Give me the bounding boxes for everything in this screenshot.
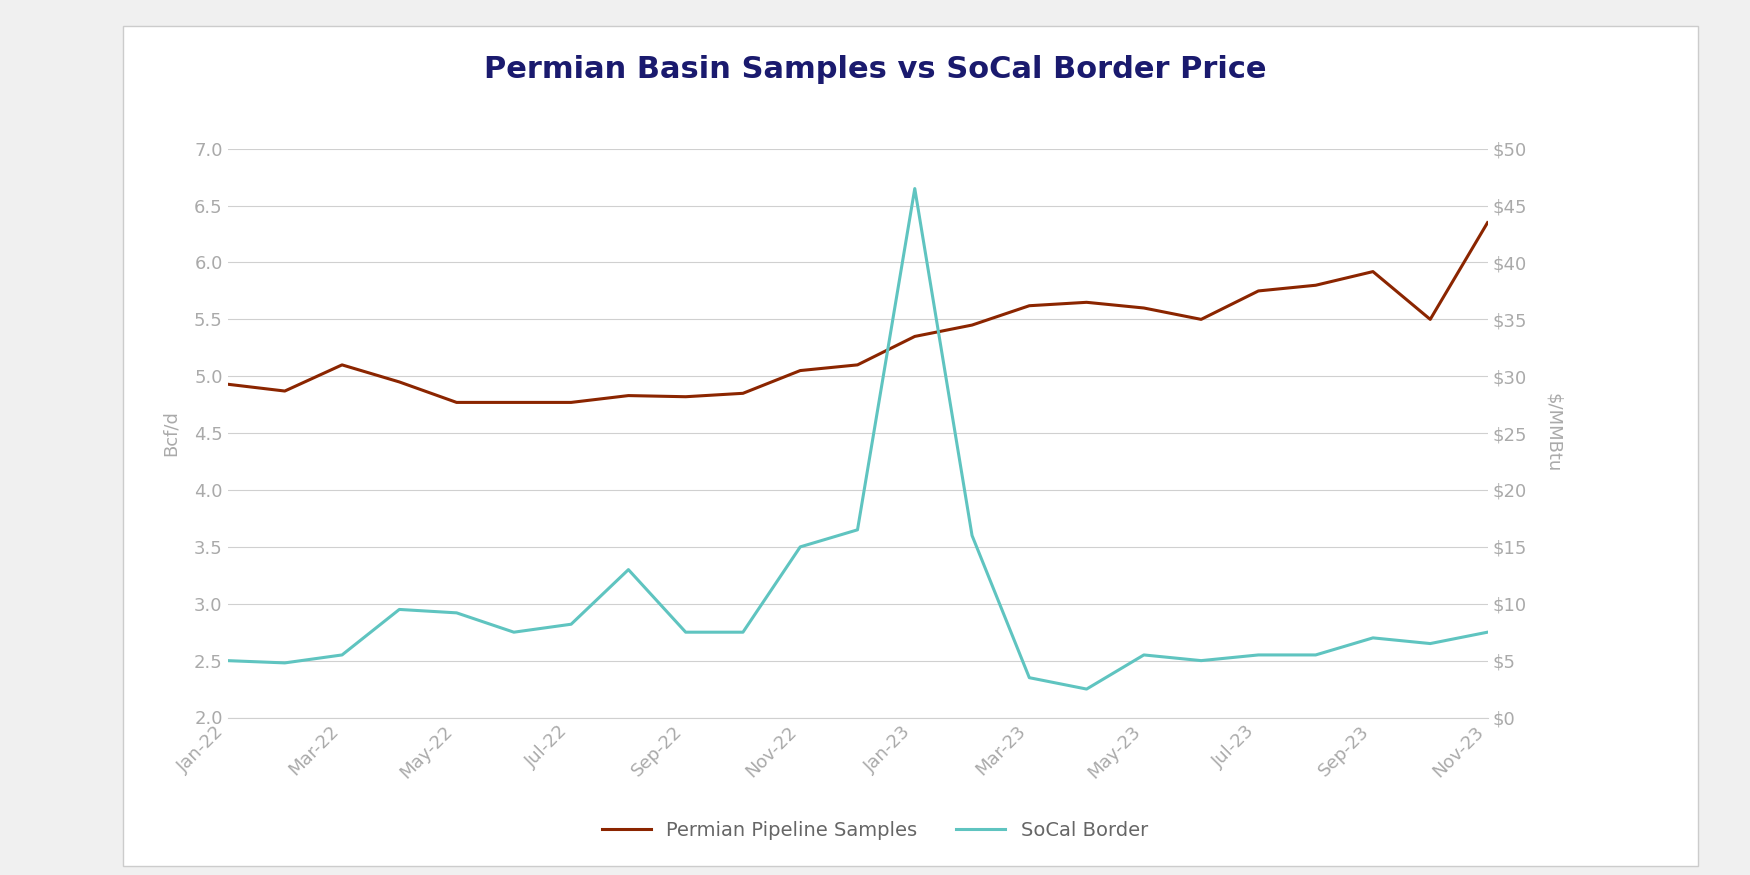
SoCal Border xyxy=(388,604,410,614)
SoCal Border xyxy=(847,524,868,535)
SoCal Border xyxy=(1134,649,1155,660)
SoCal Border xyxy=(446,607,467,618)
SoCal Border xyxy=(961,530,982,541)
SoCal Border xyxy=(504,626,525,637)
Permian Pipeline Samples xyxy=(676,391,696,402)
Line: SoCal Border: SoCal Border xyxy=(228,188,1488,689)
SoCal Border xyxy=(275,658,296,668)
SoCal Border xyxy=(1018,672,1040,682)
Permian Pipeline Samples xyxy=(1248,285,1269,296)
Permian Pipeline Samples xyxy=(1419,314,1440,325)
Permian Pipeline Samples xyxy=(961,319,982,330)
SoCal Border xyxy=(560,619,581,629)
SoCal Border xyxy=(1363,633,1384,643)
SoCal Border xyxy=(1190,655,1211,666)
Permian Pipeline Samples xyxy=(847,360,868,370)
SoCal Border xyxy=(1419,638,1440,648)
SoCal Border xyxy=(905,183,926,193)
SoCal Border xyxy=(1248,649,1269,660)
Permian Pipeline Samples xyxy=(388,376,410,387)
Line: Permian Pipeline Samples: Permian Pipeline Samples xyxy=(228,222,1488,402)
Permian Pipeline Samples xyxy=(446,397,467,408)
SoCal Border xyxy=(1306,649,1326,660)
Permian Pipeline Samples xyxy=(618,390,639,401)
Legend: Permian Pipeline Samples, SoCal Border: Permian Pipeline Samples, SoCal Border xyxy=(595,813,1155,848)
Y-axis label: Bcf/d: Bcf/d xyxy=(163,410,180,456)
Y-axis label: $/MMBtu: $/MMBtu xyxy=(1544,394,1561,472)
SoCal Border xyxy=(1076,683,1097,694)
Permian Pipeline Samples xyxy=(1190,314,1211,325)
Permian Pipeline Samples xyxy=(1306,280,1326,290)
SoCal Border xyxy=(217,655,238,666)
Permian Pipeline Samples xyxy=(1018,300,1040,311)
Permian Pipeline Samples xyxy=(733,388,754,398)
Permian Pipeline Samples xyxy=(905,331,926,341)
Permian Pipeline Samples xyxy=(331,360,352,370)
SoCal Border xyxy=(733,626,754,637)
SoCal Border xyxy=(1477,626,1498,637)
Permian Pipeline Samples xyxy=(275,386,296,396)
Permian Pipeline Samples xyxy=(1363,266,1384,276)
Text: Permian Basin Samples vs SoCal Border Price: Permian Basin Samples vs SoCal Border Pr… xyxy=(483,55,1267,85)
Permian Pipeline Samples xyxy=(1134,303,1155,313)
SoCal Border xyxy=(789,542,810,552)
Permian Pipeline Samples xyxy=(1477,217,1498,228)
Permian Pipeline Samples xyxy=(217,379,238,389)
SoCal Border xyxy=(618,564,639,575)
Permian Pipeline Samples xyxy=(789,365,810,375)
Permian Pipeline Samples xyxy=(1076,297,1097,307)
SoCal Border xyxy=(676,626,696,637)
Permian Pipeline Samples xyxy=(560,397,581,408)
Permian Pipeline Samples xyxy=(504,397,525,408)
SoCal Border xyxy=(331,649,352,660)
